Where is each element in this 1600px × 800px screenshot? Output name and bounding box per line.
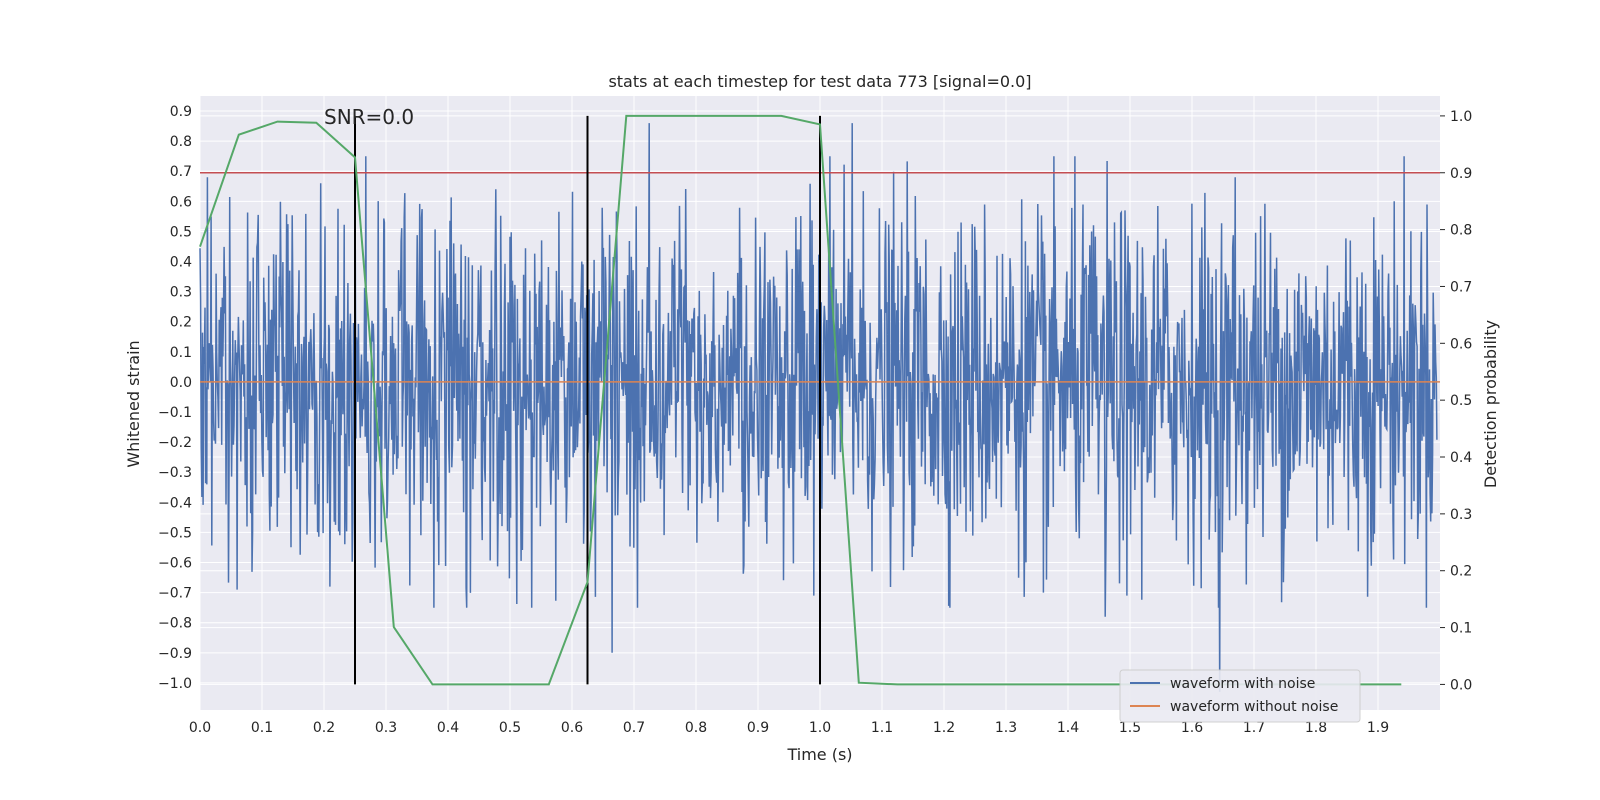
x-tick-label: 1.2 — [933, 720, 955, 736]
x-tick-label: 1.7 — [1243, 720, 1265, 736]
legend-box — [1119, 669, 1361, 723]
y-right-tick-label: 0.0 — [1450, 677, 1472, 693]
x-tick-label: 0.7 — [623, 720, 645, 736]
y-right-tick-label: 0.1 — [1450, 621, 1472, 637]
x-tick-label: 1.4 — [1057, 720, 1079, 736]
x-tick-label: 0.5 — [499, 720, 521, 736]
legend-label-noise: waveform with noise — [1170, 676, 1315, 692]
series-line-waveform-with-noise — [199, 123, 1438, 692]
y-left-tick-label: 0.3 — [170, 285, 192, 301]
y-right-tick-label: 0.6 — [1450, 336, 1472, 352]
y-left-tick-label: 0.5 — [170, 224, 192, 240]
y-left-tick-label: 0.9 — [170, 104, 192, 120]
x-tick-label: 0.6 — [561, 720, 583, 736]
x-tick-label: 0.3 — [375, 720, 397, 736]
y-right-tick-label: 0.3 — [1450, 507, 1472, 523]
y-left-tick-label: −0.7 — [158, 586, 192, 602]
y-left-tick-label: 0.7 — [170, 164, 192, 180]
x-tick-label: 1.9 — [1367, 720, 1389, 736]
y-right-tick-label: 0.2 — [1450, 564, 1472, 580]
y-left-tick-label: −1.0 — [158, 676, 192, 692]
tick-labels: 0.0 0.1 0.2 0.3 0.4 0.5 0.6 0.7 0.8 0.9 1.0 1.1 1.2 1… — [158, 104, 1472, 736]
y-left-tick-label: −0.2 — [158, 435, 192, 451]
x-axis-label: Time (s) — [786, 745, 852, 764]
legend-label-clean: waveform without noise — [1170, 699, 1338, 715]
y-left-tick-label: −0.5 — [158, 525, 192, 541]
series-lines — [199, 114, 1440, 692]
x-tick-label: 0.9 — [747, 720, 769, 736]
y-right-tick-label: 0.9 — [1450, 166, 1472, 182]
y-left-tick-label: 0.1 — [170, 345, 192, 361]
y-left-tick-label: −0.8 — [158, 616, 192, 632]
y-axis-label-left: Whitened strain — [124, 340, 143, 467]
y-right-tick-label: 0.4 — [1450, 450, 1472, 466]
y-left-tick-label: −0.9 — [158, 646, 192, 662]
x-tick-label: 1.5 — [1119, 720, 1141, 736]
y-left-tick-label: −0.1 — [158, 405, 192, 421]
y-left-tick-label: 0.6 — [170, 194, 192, 210]
y-left-tick-label: 0.0 — [170, 375, 192, 391]
y-axis-label-right: Detection probability — [1481, 320, 1500, 488]
y-left-tick-label: 0.2 — [170, 315, 192, 331]
snr-annotation: SNR=0.0 — [324, 105, 414, 129]
chart-title: stats at each timestep for test data 773… — [608, 72, 1031, 91]
x-tick-label: 1.8 — [1305, 720, 1327, 736]
x-tick-label: 0.1 — [251, 720, 273, 736]
y-left-tick-label: 0.8 — [170, 134, 192, 150]
x-tick-label: 1.6 — [1181, 720, 1203, 736]
y-left-tick-label: −0.6 — [158, 556, 192, 572]
x-tick-label: 1.0 — [809, 720, 831, 736]
x-tick-label: 1.3 — [995, 720, 1017, 736]
x-tick-label: 1.1 — [871, 720, 893, 736]
x-tick-label: 0.0 — [189, 720, 211, 736]
legend: waveform with noise waveform without noi… — [1119, 669, 1361, 723]
y-left-tick-label: −0.3 — [158, 465, 192, 481]
y-left-tick-label: −0.4 — [158, 495, 192, 511]
y-right-tick-label: 0.7 — [1450, 279, 1472, 295]
y-right-tick-label: 0.5 — [1450, 393, 1472, 409]
x-tick-label: 0.2 — [313, 720, 335, 736]
y-right-tick-label: 0.8 — [1450, 223, 1472, 239]
y-left-tick-label: 0.4 — [170, 255, 192, 271]
y-right-tick-label: 1.0 — [1450, 109, 1472, 125]
x-tick-label: 0.8 — [685, 720, 707, 736]
x-tick-label: 0.4 — [437, 720, 459, 736]
